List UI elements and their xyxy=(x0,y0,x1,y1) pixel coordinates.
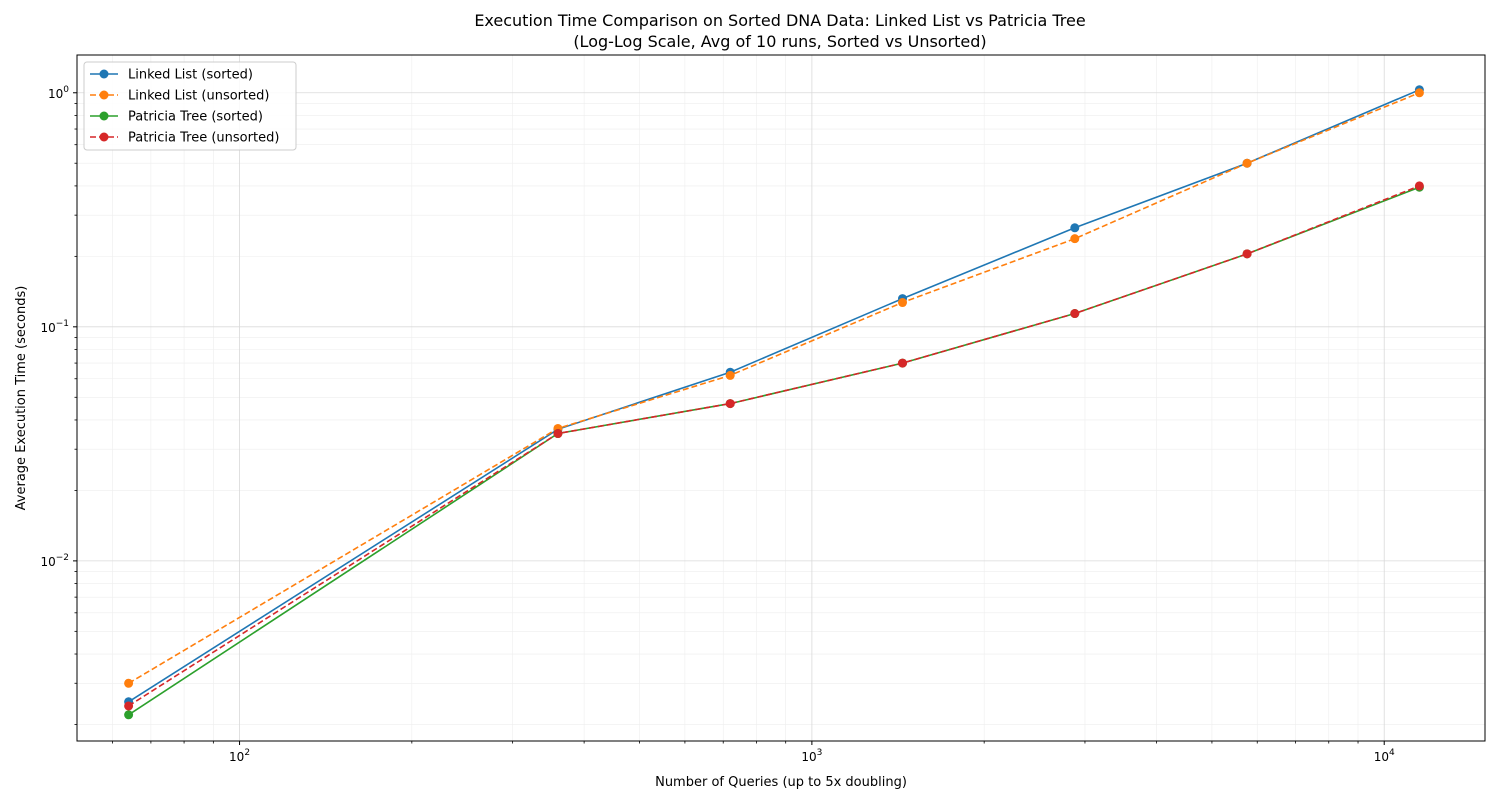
data-point-series-3 xyxy=(553,429,563,439)
data-point-series-1 xyxy=(1242,158,1252,168)
x-tick-label: 103 xyxy=(801,748,822,764)
y-axis-label: Average Execution Time (seconds) xyxy=(14,286,29,511)
legend-marker xyxy=(99,132,109,142)
x-axis-ticks: 102 103 104 xyxy=(112,741,1395,764)
plot-frame xyxy=(76,54,1486,742)
legend-label: Patricia Tree (sorted) xyxy=(128,110,263,125)
legend-marker xyxy=(99,90,109,100)
data-point-series-2 xyxy=(124,710,134,720)
legend-box xyxy=(83,61,297,151)
legend-marker xyxy=(99,69,109,79)
y-axis-ticks: 10−2 10−1 100 xyxy=(40,85,77,725)
data-point-series-3 xyxy=(725,399,735,409)
y-tick-label: 10−2 xyxy=(40,553,69,569)
data-point-series-1 xyxy=(898,298,908,308)
x-axis-label: Number of Queries (up to 5x doubling) xyxy=(655,775,907,790)
chart-subtitle: (Log-Log Scale, Avg of 10 runs, Sorted v… xyxy=(573,32,986,51)
y-tick-label: 10−1 xyxy=(40,319,69,335)
data-point-series-1 xyxy=(124,678,134,688)
legend-label: Linked List (sorted) xyxy=(128,68,253,83)
series-layer xyxy=(124,85,1424,720)
data-point-series-1 xyxy=(1070,234,1080,244)
data-point-series-3 xyxy=(124,701,134,711)
legend: Linked List (sorted) Linked List (unsorte… xyxy=(83,61,297,151)
minor-gridlines xyxy=(77,55,1485,741)
chart-title: Execution Time Comparison on Sorted DNA … xyxy=(474,11,1085,30)
data-point-series-3 xyxy=(1070,309,1080,319)
data-point-series-1 xyxy=(1414,88,1424,98)
data-point-series-3 xyxy=(1242,249,1252,259)
legend-label: Linked List (unsorted) xyxy=(128,89,269,104)
legend-marker xyxy=(99,111,109,121)
data-point-series-1 xyxy=(725,370,735,380)
major-gridlines xyxy=(77,55,1485,741)
data-point-series-3 xyxy=(898,358,908,368)
x-tick-label: 102 xyxy=(229,748,250,764)
legend-label: Patricia Tree (unsorted) xyxy=(128,131,279,146)
y-tick-label: 100 xyxy=(48,85,69,101)
data-point-series-3 xyxy=(1414,181,1424,191)
x-tick-label: 104 xyxy=(1374,748,1395,764)
data-point-series-0 xyxy=(1070,223,1080,233)
